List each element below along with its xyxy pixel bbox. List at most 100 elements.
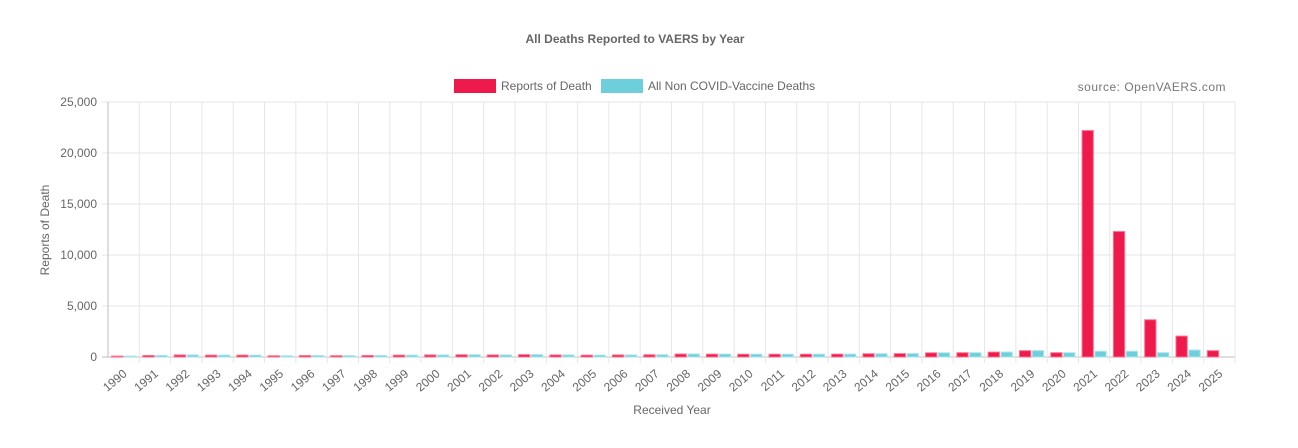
x-tick-label: 2007 — [632, 366, 662, 394]
bar-non-covid-deaths-2014[interactable] — [875, 353, 888, 358]
bar-non-covid-deaths-2018[interactable] — [1000, 351, 1013, 358]
bar-reports-of-death-2000[interactable] — [424, 354, 437, 358]
bar-non-covid-deaths-1992[interactable] — [186, 354, 199, 358]
bar-non-covid-deaths-2024[interactable] — [1188, 349, 1201, 358]
bar-non-covid-deaths-2019[interactable] — [1031, 350, 1045, 358]
source-credit: source: OpenVAERS.com — [1078, 80, 1226, 94]
x-tick-label: 1994 — [225, 366, 255, 394]
bar-non-covid-deaths-1996[interactable] — [311, 355, 325, 358]
bar-reports-of-death-2023[interactable] — [1144, 319, 1157, 358]
bar-reports-of-death-2020[interactable] — [1050, 352, 1063, 358]
bar-reports-of-death-2001[interactable] — [455, 354, 468, 358]
bar-reports-of-death-2010[interactable] — [737, 353, 750, 358]
bar-reports-of-death-1998[interactable] — [361, 354, 374, 358]
x-tick-label: 1992 — [163, 366, 193, 394]
bar-reports-of-death-2025[interactable] — [1206, 350, 1220, 358]
x-tick-label: 2006 — [601, 366, 631, 394]
legend-label-non-covid-deaths: All Non COVID-Vaccine Deaths — [648, 79, 815, 93]
bar-non-covid-deaths-2006[interactable] — [624, 354, 638, 358]
bar-reports-of-death-2009[interactable] — [705, 353, 719, 358]
x-tick-label: 2003 — [507, 366, 537, 394]
x-tick-label: 2024 — [1165, 366, 1195, 394]
bar-reports-of-death-1991[interactable] — [142, 354, 155, 358]
x-tick-label: 2019 — [1008, 366, 1038, 394]
x-tick-label: 2010 — [726, 366, 756, 394]
x-tick-label: 2008 — [664, 366, 694, 394]
legend-item-reports-of-death[interactable]: Reports of Death — [454, 79, 592, 93]
bar-non-covid-deaths-2013[interactable] — [843, 353, 857, 358]
bar-reports-of-death-2002[interactable] — [486, 354, 500, 358]
y-tick-label: 5,000 — [67, 299, 97, 313]
bar-reports-of-death-1995[interactable] — [267, 355, 280, 358]
bar-non-covid-deaths-2022[interactable] — [1125, 350, 1138, 358]
bar-non-covid-deaths-2004[interactable] — [562, 354, 575, 358]
bar-reports-of-death-2007[interactable] — [643, 354, 656, 358]
x-tick-label: 2009 — [695, 366, 725, 394]
legend-item-non-covid-deaths[interactable]: All Non COVID-Vaccine Deaths — [601, 79, 815, 93]
x-tick-label: 2023 — [1133, 366, 1163, 394]
bar-reports-of-death-2006[interactable] — [611, 354, 625, 358]
bar-reports-of-death-2013[interactable] — [831, 353, 844, 358]
bar-non-covid-deaths-2010[interactable] — [750, 353, 763, 358]
x-tick-label: 2004 — [538, 366, 568, 394]
bar-non-covid-deaths-2020[interactable] — [1063, 352, 1076, 358]
bar-non-covid-deaths-1995[interactable] — [280, 355, 293, 358]
bar-reports-of-death-2019[interactable] — [1018, 350, 1032, 358]
bar-non-covid-deaths-2008[interactable] — [687, 353, 700, 358]
bar-reports-of-death-1997[interactable] — [330, 355, 343, 358]
bar-non-covid-deaths-1993[interactable] — [217, 354, 231, 358]
bar-non-covid-deaths-1990[interactable] — [123, 355, 137, 358]
legend: Reports of Death All Non COVID-Vaccine D… — [454, 79, 815, 93]
bar-non-covid-deaths-2015[interactable] — [906, 353, 919, 358]
bar-reports-of-death-1993[interactable] — [205, 354, 218, 358]
bar-non-covid-deaths-1994[interactable] — [249, 354, 262, 358]
bar-reports-of-death-2004[interactable] — [549, 354, 562, 358]
bar-reports-of-death-1990[interactable] — [111, 355, 124, 358]
bar-non-covid-deaths-2000[interactable] — [436, 354, 450, 358]
x-tick-label: 2021 — [1071, 366, 1101, 394]
y-tick-label: 15,000 — [60, 197, 97, 211]
bar-reports-of-death-1994[interactable] — [236, 354, 249, 358]
bar-non-covid-deaths-2009[interactable] — [718, 353, 732, 358]
x-tick-label: 2025 — [1196, 366, 1226, 394]
x-tick-label: 2002 — [476, 366, 506, 394]
bar-reports-of-death-2017[interactable] — [956, 352, 969, 358]
bar-non-covid-deaths-1998[interactable] — [374, 354, 387, 358]
bar-non-covid-deaths-2023[interactable] — [1157, 352, 1170, 358]
bar-reports-of-death-2021[interactable] — [1081, 130, 1094, 358]
bar-reports-of-death-1996[interactable] — [298, 355, 312, 358]
bar-non-covid-deaths-2012[interactable] — [812, 353, 825, 358]
bar-reports-of-death-2014[interactable] — [862, 353, 875, 358]
bar-non-covid-deaths-2021[interactable] — [1094, 350, 1107, 358]
bar-non-covid-deaths-2002[interactable] — [499, 354, 512, 358]
bar-reports-of-death-2022[interactable] — [1112, 231, 1126, 358]
y-axis-ticks: 0 5,000 10,000 15,000 20,000 25,000 — [60, 95, 97, 364]
x-tick-label: 2022 — [1102, 366, 1132, 394]
x-tick-label: 2020 — [1039, 366, 1069, 394]
bar-reports-of-death-2003[interactable] — [518, 354, 531, 358]
bar-non-covid-deaths-2017[interactable] — [969, 352, 982, 358]
bar-non-covid-deaths-2001[interactable] — [468, 354, 481, 358]
bar-reports-of-death-2015[interactable] — [893, 353, 907, 358]
bar-non-covid-deaths-2003[interactable] — [530, 354, 544, 358]
x-tick-label: 1997 — [319, 366, 349, 394]
x-axis-label: Received Year — [633, 403, 710, 417]
bar-non-covid-deaths-1999[interactable] — [405, 354, 418, 358]
bar-reports-of-death-2005[interactable] — [580, 354, 593, 358]
bar-reports-of-death-1992[interactable] — [173, 354, 186, 358]
bar-non-covid-deaths-2007[interactable] — [656, 354, 669, 358]
bar-non-covid-deaths-1997[interactable] — [343, 355, 356, 358]
bar-reports-of-death-2008[interactable] — [674, 353, 687, 358]
bar-non-covid-deaths-2005[interactable] — [593, 354, 606, 358]
bar-reports-of-death-2016[interactable] — [925, 352, 938, 358]
bar-reports-of-death-2024[interactable] — [1175, 335, 1188, 358]
x-tick-label: 1999 — [382, 366, 412, 394]
bar-reports-of-death-2012[interactable] — [799, 353, 813, 358]
bar-non-covid-deaths-2016[interactable] — [937, 352, 951, 358]
bar-reports-of-death-2018[interactable] — [987, 351, 1000, 358]
bar-non-covid-deaths-1991[interactable] — [155, 354, 168, 358]
x-tick-label: 1995 — [257, 366, 287, 394]
bar-reports-of-death-1999[interactable] — [392, 354, 406, 358]
bar-reports-of-death-2011[interactable] — [768, 353, 781, 358]
bar-non-covid-deaths-2011[interactable] — [781, 353, 794, 358]
